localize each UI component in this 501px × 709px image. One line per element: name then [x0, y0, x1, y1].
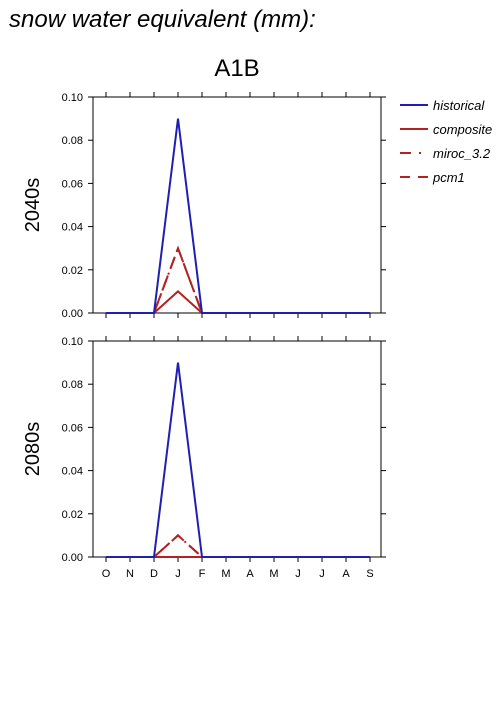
series-line-pcm1 [106, 534, 370, 558]
row-label-2080s: 2080s [22, 422, 44, 477]
series-line-pcm1 [106, 245, 370, 314]
y-tick-label: 0.06 [62, 422, 83, 434]
legend: historical composite miroc_3.2 pcm1 [400, 98, 492, 185]
x-tick-label: N [126, 568, 134, 580]
y-tick-label: 0.04 [62, 466, 83, 478]
x-tick-label: J [175, 568, 181, 580]
x-tick-label: O [102, 568, 111, 580]
x-tick-label: A [246, 568, 254, 580]
series-line-historical [106, 362, 370, 558]
x-tick-label: J [319, 568, 325, 580]
row-label-2040s: 2040s [22, 178, 44, 233]
y-tick-label: 0.04 [62, 222, 83, 234]
y-tick-label: 0.08 [62, 135, 83, 147]
legend-label-miroc_3.2: miroc_3.2 [433, 146, 491, 161]
series-line-composite [106, 290, 370, 314]
scenario-title: A1B [214, 55, 260, 82]
y-tick-label: 0.10 [62, 92, 83, 104]
x-tick-label: A [342, 568, 350, 580]
y-tick-label: 0.02 [62, 265, 83, 277]
x-tick-label: S [366, 568, 373, 580]
x-tick-label: M [269, 568, 278, 580]
y-tick-label: 0.02 [62, 509, 83, 521]
y-tick-label: 0.00 [62, 552, 83, 564]
x-tick-label: F [199, 568, 206, 580]
series-line-miroc_3.2 [106, 245, 370, 314]
y-tick-label: 0.06 [62, 178, 83, 190]
panel-2080s: 0.00 0.02 0.04 0.06 0.08 0.10 O N D J F M A M J J A S 2080… [22, 336, 386, 580]
legend-label-historical: historical [433, 98, 485, 113]
legend-label-composite: composite [433, 122, 492, 137]
page-title: snow water equivalent (mm): [9, 6, 316, 33]
x-tick-label: D [150, 568, 158, 580]
y-tick-label: 0.00 [62, 308, 83, 320]
plot-frame [92, 96, 382, 314]
y-tick-label: 0.10 [62, 336, 83, 348]
x-tick-label: J [295, 568, 301, 580]
series-line-historical [106, 118, 370, 314]
panel-2040s: 0.00 0.02 0.04 0.06 0.08 0.10 2040s [22, 92, 386, 320]
series-line-miroc_3.2 [106, 534, 370, 558]
x-tick-label: M [221, 568, 230, 580]
legend-label-pcm1: pcm1 [432, 170, 465, 185]
plot-frame [92, 340, 382, 558]
y-tick-label: 0.08 [62, 379, 83, 391]
